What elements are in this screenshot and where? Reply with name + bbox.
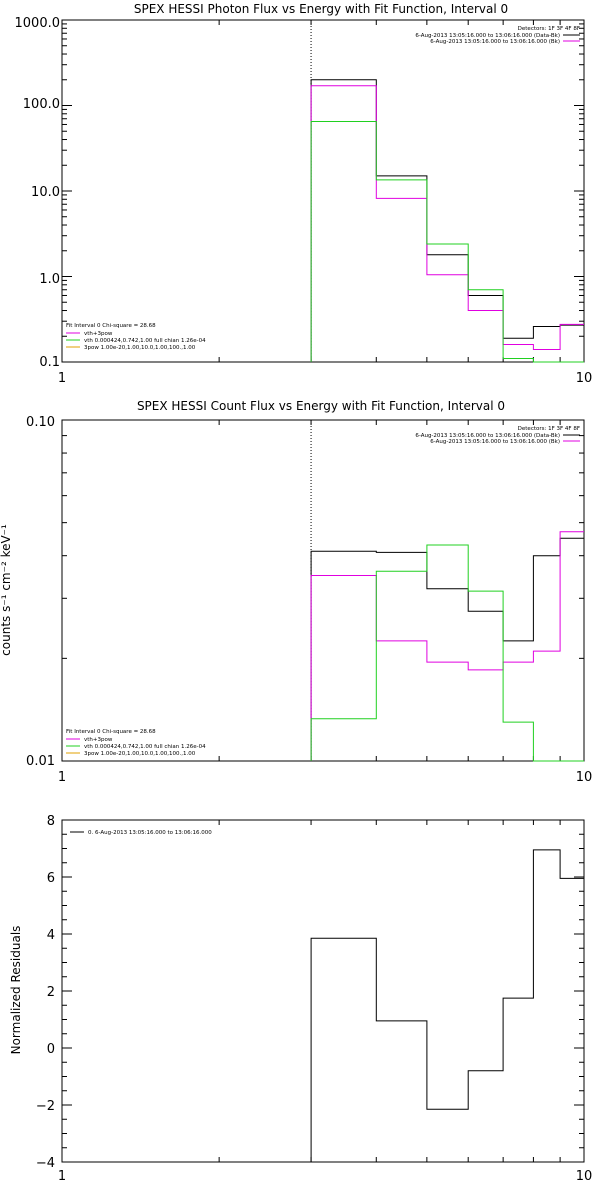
photon-header-line-2: 6-Aug-2013 13:05:16.000 to 13:06:16.000 … — [430, 39, 580, 45]
count-y-axis-label: counts s⁻¹ cm⁻² keV⁻¹ — [0, 524, 13, 656]
residuals-ytick-label: 0 — [47, 1042, 55, 1057]
residuals-axis-ticks — [61, 819, 585, 1163]
series-step-line-0 — [310, 79, 584, 362]
count-series — [310, 531, 584, 762]
photon-header-text-1: 6-Aug-2013 13:05:16.000 to 13:06:16.000 … — [415, 33, 560, 39]
count-ytick-0.10: 0.10 — [26, 415, 55, 430]
count-fit-label-2: vth 0.000424,0.742,1.00 full chian 1.26e… — [84, 744, 206, 750]
photon-ytick-0.1: 0.1 — [39, 355, 60, 370]
series-step-line-1 — [310, 531, 584, 761]
count-header-text-2: 6-Aug-2013 13:05:16.000 to 13:06:16.000 … — [430, 439, 560, 445]
photon-ytick-10: 10.0 — [31, 185, 60, 200]
photon-fit-label-1: vth+3pow — [84, 331, 113, 337]
photon-xtick-1: 1 — [58, 371, 66, 386]
residuals-series — [310, 849, 584, 1162]
count-fit-label-3: 3pow 1.00e-20,1.00,10.0,1.00,100.,1.00 — [84, 751, 196, 757]
photon-panel-title: SPEX HESSI Photon Flux vs Energy with Fi… — [134, 2, 508, 16]
photon-plot-frame — [61, 19, 585, 363]
count-ytick-0.01: 0.01 — [26, 754, 55, 769]
photon-fit-label-2: vth 0.000424,0.742,1.00 full chian 1.26e… — [84, 338, 206, 344]
residuals-ytick-label: −2 — [36, 1099, 55, 1114]
count-axis-ticks — [61, 419, 585, 762]
count-flux-panel: SPEX HESSI Count Flux vs Energy with Fit… — [0, 399, 592, 785]
count-xtick-1: 1 — [58, 770, 66, 785]
count-panel-title: SPEX HESSI Count Flux vs Energy with Fit… — [137, 399, 505, 413]
photon-fit-title: Fit Interval 0 Chi-square = 28.68 — [66, 323, 156, 329]
count-fit-title: Fit Interval 0 Chi-square = 28.68 — [66, 729, 156, 735]
series-step-line-0 — [310, 537, 584, 761]
photon-xtick-10: 10 — [576, 371, 593, 386]
series-step-line-2 — [310, 121, 584, 363]
residuals-ytick-label: 2 — [47, 985, 55, 1000]
residuals-ytick-label: 8 — [47, 814, 55, 829]
count-fit-legend: Fit Interval 0 Chi-square = 28.68 vth+3p… — [66, 729, 206, 757]
residuals-panel: 8 6 4 2 0 −2 −4 1 10 Normalized Residuals 0. 6… — [9, 814, 592, 1184]
photon-flux-panel: SPEX HESSI Photon Flux vs Energy with Fi… — [15, 2, 593, 386]
series-step-line-0 — [310, 849, 584, 1162]
series-step-line-2 — [310, 544, 584, 762]
count-header-line-1: 6-Aug-2013 13:05:16.000 to 13:06:16.000 … — [415, 433, 580, 439]
count-xtick-10: 10 — [576, 770, 593, 785]
count-header-line-2: 6-Aug-2013 13:05:16.000 to 13:06:16.000 … — [430, 439, 580, 445]
residuals-plot-frame — [61, 819, 585, 1163]
photon-detectors-label: Detectors: 1F 3F 4F 8F — [518, 26, 580, 32]
residuals-legend-label: 0. 6-Aug-2013 13:05:16.000 to 13:06:16.0… — [88, 830, 212, 836]
photon-fit-legend: Fit Interval 0 Chi-square = 28.68 vth+3p… — [66, 323, 206, 351]
photon-ytick-1: 1.0 — [39, 272, 60, 287]
count-detectors-label: Detectors: 1F 3F 4F 8F — [518, 426, 580, 432]
count-header-text-1: 6-Aug-2013 13:05:16.000 to 13:06:16.000 … — [415, 433, 560, 439]
photon-series — [310, 79, 584, 363]
count-fit-label-1: vth+3pow — [84, 737, 113, 743]
residuals-xtick-10: 10 — [576, 1169, 593, 1184]
photon-header-line-1: 6-Aug-2013 13:05:16.000 to 13:06:16.000 … — [415, 33, 580, 39]
photon-axis-ticks — [61, 19, 585, 363]
photon-header-text-2: 6-Aug-2013 13:05:16.000 to 13:06:16.000 … — [430, 39, 560, 45]
residuals-ytick-label: 6 — [47, 871, 55, 886]
photon-ytick-1000: 1000.0 — [15, 16, 61, 31]
residuals-xtick-1: 1 — [58, 1169, 66, 1184]
residuals-ytick-labels: 8 6 4 2 0 −2 −4 — [36, 814, 55, 1171]
residuals-ytick-label: −4 — [36, 1156, 55, 1171]
residuals-ytick-label: 4 — [47, 928, 55, 943]
series-step-line-1 — [310, 85, 584, 362]
photon-ytick-100: 100.0 — [23, 97, 60, 112]
residuals-y-axis-label: Normalized Residuals — [9, 926, 23, 1055]
residuals-legend: 0. 6-Aug-2013 13:05:16.000 to 13:06:16.0… — [70, 830, 212, 836]
photon-fit-label-3: 3pow 1.00e-20,1.00,10.0,1.00,100.,1.00 — [84, 345, 196, 351]
count-plot-frame — [61, 419, 585, 762]
